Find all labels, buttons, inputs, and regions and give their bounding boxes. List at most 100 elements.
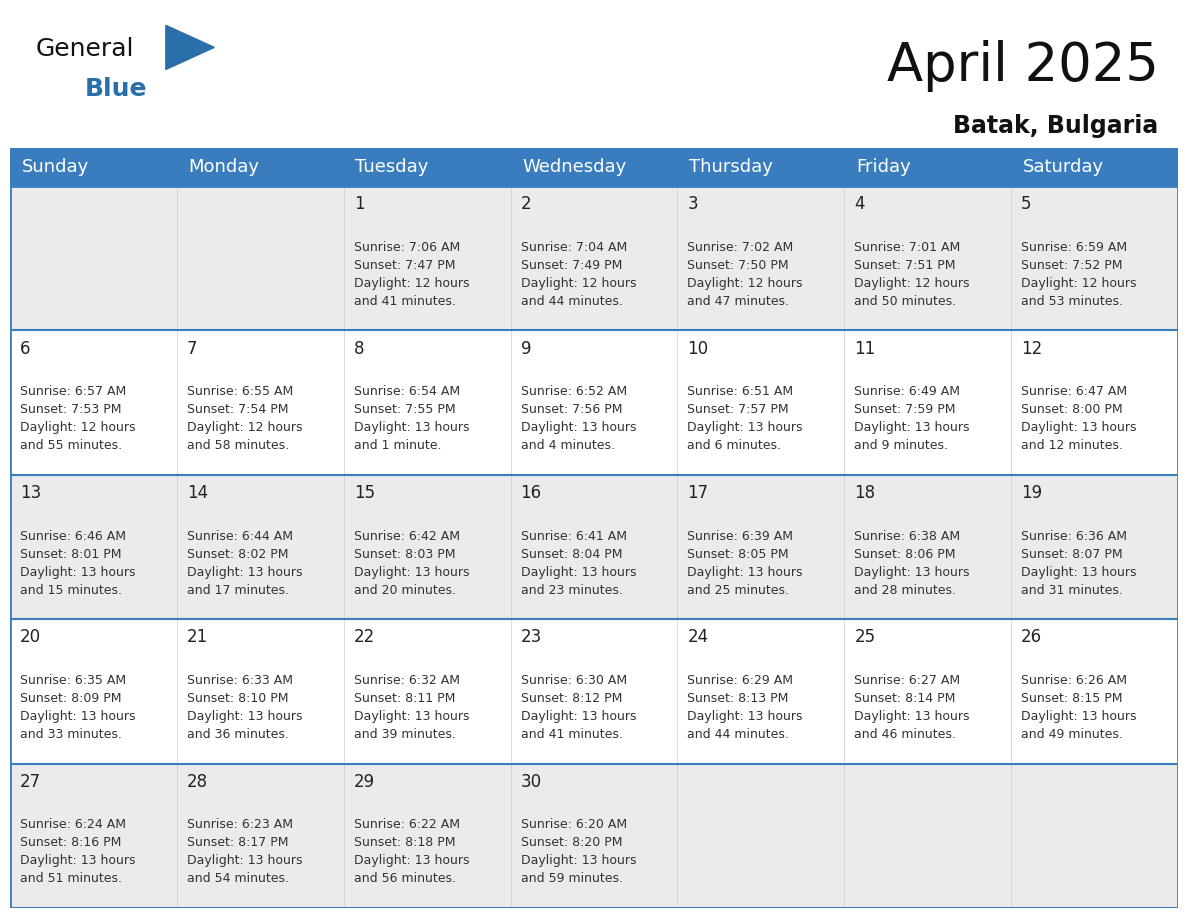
Bar: [10, 764, 177, 908]
Bar: [1011, 620, 1178, 764]
Text: Sunrise: 6:42 AM
Sunset: 8:03 PM
Daylight: 13 hours
and 20 minutes.: Sunrise: 6:42 AM Sunset: 8:03 PM Dayligh…: [354, 530, 469, 597]
Bar: [177, 186, 343, 330]
Bar: [511, 764, 677, 908]
Text: Batak, Bulgaria: Batak, Bulgaria: [953, 114, 1158, 138]
Text: 13: 13: [20, 484, 42, 502]
Bar: [343, 148, 511, 186]
Text: Sunrise: 6:33 AM
Sunset: 8:10 PM
Daylight: 13 hours
and 36 minutes.: Sunrise: 6:33 AM Sunset: 8:10 PM Dayligh…: [187, 674, 303, 741]
Text: 20: 20: [20, 628, 42, 646]
Text: Sunrise: 7:02 AM
Sunset: 7:50 PM
Daylight: 12 hours
and 47 minutes.: Sunrise: 7:02 AM Sunset: 7:50 PM Dayligh…: [688, 241, 803, 308]
Bar: [343, 620, 511, 764]
Text: 8: 8: [354, 340, 365, 357]
Bar: [177, 620, 343, 764]
Text: 23: 23: [520, 628, 542, 646]
Text: Sunrise: 6:59 AM
Sunset: 7:52 PM
Daylight: 12 hours
and 53 minutes.: Sunrise: 6:59 AM Sunset: 7:52 PM Dayligh…: [1022, 241, 1137, 308]
Bar: [177, 330, 343, 475]
Bar: [677, 148, 845, 186]
Bar: [677, 475, 845, 620]
Bar: [511, 330, 677, 475]
Text: Sunrise: 6:55 AM
Sunset: 7:54 PM
Daylight: 12 hours
and 58 minutes.: Sunrise: 6:55 AM Sunset: 7:54 PM Dayligh…: [187, 386, 303, 453]
Text: Sunrise: 6:36 AM
Sunset: 8:07 PM
Daylight: 13 hours
and 31 minutes.: Sunrise: 6:36 AM Sunset: 8:07 PM Dayligh…: [1022, 530, 1137, 597]
Text: Sunrise: 6:24 AM
Sunset: 8:16 PM
Daylight: 13 hours
and 51 minutes.: Sunrise: 6:24 AM Sunset: 8:16 PM Dayligh…: [20, 818, 135, 885]
Text: Saturday: Saturday: [1023, 158, 1104, 176]
Bar: [677, 186, 845, 330]
Text: 1: 1: [354, 196, 365, 213]
Bar: [845, 330, 1011, 475]
Bar: [10, 475, 177, 620]
Text: 25: 25: [854, 628, 876, 646]
Bar: [511, 620, 677, 764]
Text: 6: 6: [20, 340, 31, 357]
Text: 14: 14: [187, 484, 208, 502]
Text: 15: 15: [354, 484, 375, 502]
Bar: [343, 475, 511, 620]
Bar: [177, 475, 343, 620]
Bar: [845, 475, 1011, 620]
Text: Sunrise: 6:57 AM
Sunset: 7:53 PM
Daylight: 12 hours
and 55 minutes.: Sunrise: 6:57 AM Sunset: 7:53 PM Dayligh…: [20, 386, 135, 453]
Text: Sunrise: 7:06 AM
Sunset: 7:47 PM
Daylight: 12 hours
and 41 minutes.: Sunrise: 7:06 AM Sunset: 7:47 PM Dayligh…: [354, 241, 469, 308]
Text: 11: 11: [854, 340, 876, 357]
Bar: [1011, 148, 1178, 186]
Bar: [845, 186, 1011, 330]
Text: 27: 27: [20, 773, 42, 790]
Text: Sunrise: 6:20 AM
Sunset: 8:20 PM
Daylight: 13 hours
and 59 minutes.: Sunrise: 6:20 AM Sunset: 8:20 PM Dayligh…: [520, 818, 636, 885]
Bar: [1011, 475, 1178, 620]
Text: Sunrise: 7:01 AM
Sunset: 7:51 PM
Daylight: 12 hours
and 50 minutes.: Sunrise: 7:01 AM Sunset: 7:51 PM Dayligh…: [854, 241, 969, 308]
Text: 16: 16: [520, 484, 542, 502]
Text: Wednesday: Wednesday: [523, 158, 626, 176]
Text: Sunrise: 6:39 AM
Sunset: 8:05 PM
Daylight: 13 hours
and 25 minutes.: Sunrise: 6:39 AM Sunset: 8:05 PM Dayligh…: [688, 530, 803, 597]
Bar: [511, 475, 677, 620]
Text: Sunrise: 6:49 AM
Sunset: 7:59 PM
Daylight: 13 hours
and 9 minutes.: Sunrise: 6:49 AM Sunset: 7:59 PM Dayligh…: [854, 386, 969, 453]
Text: Sunrise: 6:38 AM
Sunset: 8:06 PM
Daylight: 13 hours
and 28 minutes.: Sunrise: 6:38 AM Sunset: 8:06 PM Dayligh…: [854, 530, 969, 597]
Text: 3: 3: [688, 196, 699, 213]
Text: 29: 29: [354, 773, 375, 790]
Text: Sunrise: 6:22 AM
Sunset: 8:18 PM
Daylight: 13 hours
and 56 minutes.: Sunrise: 6:22 AM Sunset: 8:18 PM Dayligh…: [354, 818, 469, 885]
Text: 10: 10: [688, 340, 708, 357]
Bar: [677, 620, 845, 764]
Bar: [343, 330, 511, 475]
Text: Tuesday: Tuesday: [355, 158, 429, 176]
Text: 21: 21: [187, 628, 208, 646]
Text: Friday: Friday: [857, 158, 911, 176]
Text: 17: 17: [688, 484, 708, 502]
Bar: [845, 764, 1011, 908]
Text: Sunrise: 6:52 AM
Sunset: 7:56 PM
Daylight: 13 hours
and 4 minutes.: Sunrise: 6:52 AM Sunset: 7:56 PM Dayligh…: [520, 386, 636, 453]
Text: 24: 24: [688, 628, 708, 646]
Bar: [677, 330, 845, 475]
Text: Sunrise: 6:51 AM
Sunset: 7:57 PM
Daylight: 13 hours
and 6 minutes.: Sunrise: 6:51 AM Sunset: 7:57 PM Dayligh…: [688, 386, 803, 453]
Text: Sunrise: 6:46 AM
Sunset: 8:01 PM
Daylight: 13 hours
and 15 minutes.: Sunrise: 6:46 AM Sunset: 8:01 PM Dayligh…: [20, 530, 135, 597]
Text: Sunrise: 6:29 AM
Sunset: 8:13 PM
Daylight: 13 hours
and 44 minutes.: Sunrise: 6:29 AM Sunset: 8:13 PM Dayligh…: [688, 674, 803, 741]
Text: April 2025: April 2025: [886, 40, 1158, 93]
Text: Sunday: Sunday: [21, 158, 89, 176]
Text: 26: 26: [1022, 628, 1042, 646]
Bar: [343, 186, 511, 330]
Text: Sunrise: 6:30 AM
Sunset: 8:12 PM
Daylight: 13 hours
and 41 minutes.: Sunrise: 6:30 AM Sunset: 8:12 PM Dayligh…: [520, 674, 636, 741]
Bar: [1011, 330, 1178, 475]
Text: Thursday: Thursday: [689, 158, 773, 176]
Text: 4: 4: [854, 196, 865, 213]
Text: 12: 12: [1022, 340, 1042, 357]
Text: General: General: [36, 37, 134, 62]
Text: Sunrise: 6:26 AM
Sunset: 8:15 PM
Daylight: 13 hours
and 49 minutes.: Sunrise: 6:26 AM Sunset: 8:15 PM Dayligh…: [1022, 674, 1137, 741]
Text: Monday: Monday: [189, 158, 259, 176]
Bar: [511, 186, 677, 330]
Text: Sunrise: 6:44 AM
Sunset: 8:02 PM
Daylight: 13 hours
and 17 minutes.: Sunrise: 6:44 AM Sunset: 8:02 PM Dayligh…: [187, 530, 303, 597]
Text: Sunrise: 6:32 AM
Sunset: 8:11 PM
Daylight: 13 hours
and 39 minutes.: Sunrise: 6:32 AM Sunset: 8:11 PM Dayligh…: [354, 674, 469, 741]
Bar: [10, 186, 177, 330]
Bar: [1011, 764, 1178, 908]
Bar: [177, 148, 343, 186]
Bar: [177, 764, 343, 908]
Bar: [343, 764, 511, 908]
Text: Sunrise: 6:54 AM
Sunset: 7:55 PM
Daylight: 13 hours
and 1 minute.: Sunrise: 6:54 AM Sunset: 7:55 PM Dayligh…: [354, 386, 469, 453]
Bar: [677, 764, 845, 908]
Text: Sunrise: 6:41 AM
Sunset: 8:04 PM
Daylight: 13 hours
and 23 minutes.: Sunrise: 6:41 AM Sunset: 8:04 PM Dayligh…: [520, 530, 636, 597]
Text: 2: 2: [520, 196, 531, 213]
Text: Sunrise: 6:35 AM
Sunset: 8:09 PM
Daylight: 13 hours
and 33 minutes.: Sunrise: 6:35 AM Sunset: 8:09 PM Dayligh…: [20, 674, 135, 741]
Text: 9: 9: [520, 340, 531, 357]
Text: 28: 28: [187, 773, 208, 790]
Text: Sunrise: 6:27 AM
Sunset: 8:14 PM
Daylight: 13 hours
and 46 minutes.: Sunrise: 6:27 AM Sunset: 8:14 PM Dayligh…: [854, 674, 969, 741]
Bar: [511, 148, 677, 186]
Text: Sunrise: 6:47 AM
Sunset: 8:00 PM
Daylight: 13 hours
and 12 minutes.: Sunrise: 6:47 AM Sunset: 8:00 PM Dayligh…: [1022, 386, 1137, 453]
Text: 22: 22: [354, 628, 375, 646]
Bar: [10, 330, 177, 475]
